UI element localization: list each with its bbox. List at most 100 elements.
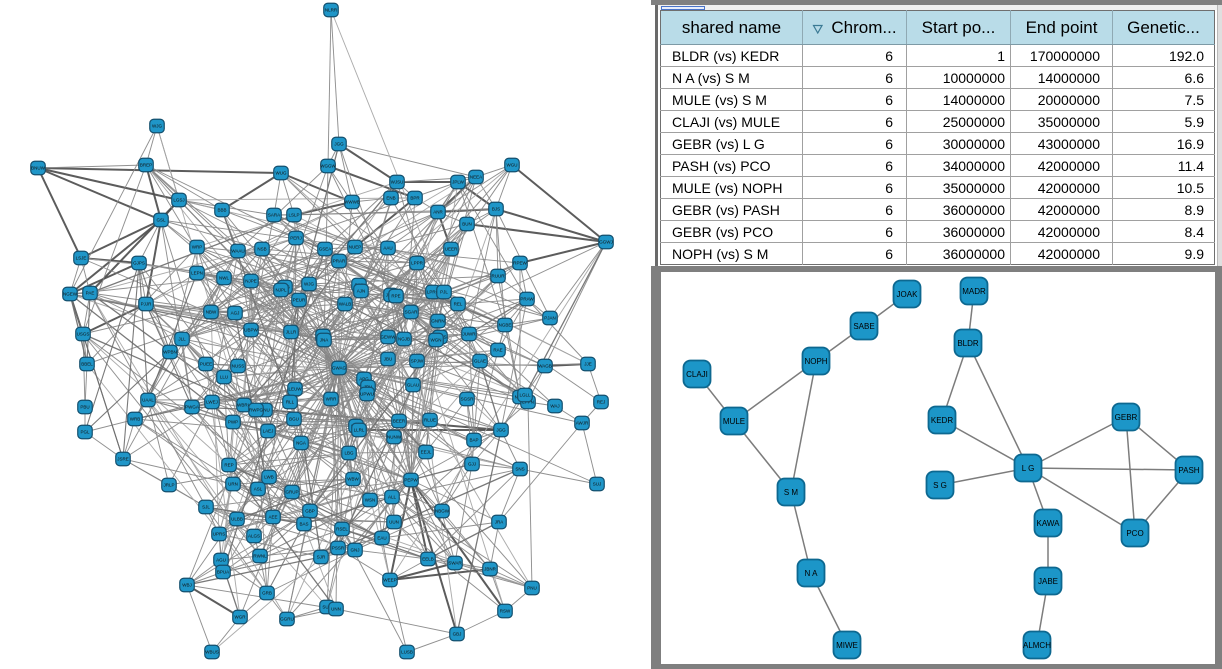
svg-text:PJL: PJL: [440, 290, 448, 295]
svg-text:NBW: NBW: [206, 310, 217, 315]
svg-text:MULE: MULE: [723, 417, 745, 426]
svg-text:GBP: GBP: [305, 509, 315, 514]
svg-text:NOPH: NOPH: [804, 357, 827, 366]
svg-text:RLUE: RLUE: [424, 418, 436, 423]
svg-text:NUEP: NUEP: [349, 245, 362, 250]
svg-text:S G: S G: [933, 481, 947, 490]
svg-text:WEEP: WEEP: [383, 578, 396, 583]
svg-text:GSL: GSL: [156, 218, 166, 223]
svg-text:SPJW: SPJW: [411, 359, 424, 364]
svg-text:SJL: SJL: [202, 505, 210, 510]
svg-text:BBB: BBB: [217, 208, 226, 213]
svg-text:NBGW: NBGW: [435, 509, 450, 514]
svg-text:JABE: JABE: [1038, 577, 1058, 586]
svg-text:NEEA: NEEA: [470, 175, 482, 180]
svg-text:BUN: BUN: [462, 222, 472, 227]
svg-text:UBPW: UBPW: [244, 328, 258, 333]
svg-text:GWAG: GWAG: [332, 366, 347, 371]
svg-text:SGSR: SGSR: [461, 397, 475, 402]
svg-text:PASH: PASH: [1178, 466, 1199, 475]
svg-text:REP: REP: [224, 463, 233, 468]
svg-text:NGJB: NGJB: [398, 337, 410, 342]
svg-text:ASL: ASL: [254, 487, 263, 492]
svg-text:JBNR: JBNR: [484, 567, 497, 572]
svg-text:UEER: UEER: [445, 247, 458, 252]
svg-text:NWL: NWL: [219, 276, 229, 281]
svg-text:S M: S M: [784, 488, 799, 497]
svg-text:AWJR: AWJR: [576, 421, 589, 426]
svg-text:PJJR: PJJR: [141, 302, 153, 307]
svg-text:NGBE: NGBE: [499, 323, 512, 328]
svg-text:WJG: WJG: [304, 282, 314, 287]
svg-text:MADR: MADR: [962, 287, 986, 296]
svg-text:JGG: JGG: [334, 142, 344, 147]
svg-text:WAGB: WAGB: [538, 364, 552, 369]
svg-text:BLDR: BLDR: [957, 339, 979, 348]
svg-text:ANR: ANR: [433, 210, 443, 215]
svg-text:LEPN: LEPN: [191, 271, 203, 276]
svg-text:JNA: JNA: [320, 338, 329, 343]
svg-text:LPPR: LPPR: [411, 261, 424, 266]
svg-text:PEUR: PEUR: [293, 298, 306, 303]
svg-text:PRAW: PRAW: [520, 297, 534, 302]
svg-text:NGA: NGA: [296, 441, 306, 446]
svg-text:BBEL: BBEL: [81, 362, 93, 367]
svg-text:USGS: USGS: [77, 332, 90, 337]
svg-text:AAU: AAU: [383, 246, 392, 251]
svg-text:WWWB: WWWB: [344, 200, 360, 205]
svg-text:AEE: AEE: [268, 515, 277, 520]
svg-text:JLLR: JLLR: [286, 330, 297, 335]
svg-text:NUSS: NUSS: [232, 364, 245, 369]
svg-text:WRB: WRB: [130, 417, 141, 422]
svg-text:LWEJ: LWEJ: [206, 400, 218, 405]
svg-text:REL: REL: [454, 302, 463, 307]
svg-text:GGRU: GGRU: [280, 617, 294, 622]
svg-text:LWB: LWB: [264, 475, 273, 480]
svg-text:BNUW: BNUW: [31, 166, 46, 171]
svg-text:SARA: SARA: [268, 213, 280, 218]
svg-text:LUSB: LUSB: [401, 650, 413, 655]
svg-text:JLL: JLL: [178, 337, 186, 342]
svg-text:LPRG: LPRG: [427, 290, 440, 295]
svg-text:WGR: WGR: [235, 615, 247, 620]
svg-text:WJG: WJG: [152, 124, 162, 129]
svg-text:SJR: SJR: [317, 555, 326, 560]
svg-text:RWNL: RWNL: [253, 554, 267, 559]
svg-text:JUWR: JUWR: [463, 332, 477, 337]
svg-text:BEER: BEER: [393, 419, 406, 424]
svg-text:GNRN: GNRN: [431, 319, 444, 324]
svg-text:PSSR: PSSR: [332, 546, 345, 551]
svg-text:REJ: REJ: [597, 400, 606, 405]
svg-text:GEWW: GEWW: [381, 335, 397, 340]
svg-text:GRB: GRB: [262, 591, 272, 596]
svg-text:NGEW: NGEW: [63, 292, 78, 297]
svg-text:LSLP: LSLP: [288, 213, 299, 218]
svg-text:PNU: PNU: [260, 408, 270, 413]
svg-text:PJAN: PJAN: [544, 316, 556, 321]
svg-text:ALMCH: ALMCH: [1023, 641, 1051, 650]
svg-text:WGU: WGU: [507, 163, 518, 168]
svg-text:ALL: ALL: [388, 495, 397, 500]
svg-text:NSB: NSB: [257, 247, 266, 252]
svg-text:UUN: UUN: [389, 520, 399, 525]
svg-text:PERJ: PERJ: [290, 236, 302, 241]
svg-text:SWAR: SWAR: [448, 561, 462, 566]
svg-text:JJE: JJE: [584, 362, 592, 367]
svg-text:WBJ: WBJ: [182, 583, 192, 588]
svg-text:WBUS: WBUS: [205, 650, 219, 655]
svg-text:UPWU: UPWU: [360, 392, 374, 397]
svg-text:WRR: WRR: [326, 397, 337, 402]
svg-text:WGN: WGN: [431, 338, 442, 343]
svg-text:WRP: WRP: [192, 245, 203, 250]
svg-text:BAP: BAP: [469, 438, 478, 443]
svg-text:ALGS: ALGS: [248, 534, 260, 539]
svg-text:RLL: RLL: [286, 400, 295, 405]
svg-text:PWP: PWP: [228, 420, 238, 425]
svg-text:ENB: ENB: [386, 196, 395, 201]
svg-text:GJJ: GJJ: [468, 462, 476, 467]
svg-text:PRAR: PRAR: [333, 259, 346, 264]
svg-text:UNN: UNN: [331, 607, 341, 612]
svg-text:RWPG: RWPG: [249, 408, 263, 413]
svg-text:KAWA: KAWA: [1037, 519, 1061, 528]
svg-text:BPUA: BPUA: [217, 570, 229, 575]
